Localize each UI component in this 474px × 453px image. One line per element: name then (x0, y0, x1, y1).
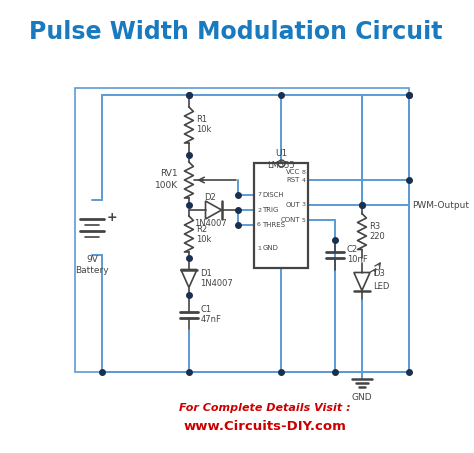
Text: 8: 8 (301, 169, 305, 174)
Text: CONT: CONT (281, 217, 300, 223)
Text: 47nF: 47nF (201, 315, 221, 324)
Text: www.Circuits-DIY.com: www.Circuits-DIY.com (184, 419, 346, 433)
Text: TRIG: TRIG (263, 207, 279, 213)
Text: For Complete Details Visit :: For Complete Details Visit : (179, 403, 351, 413)
Text: 4: 4 (301, 178, 305, 183)
Text: 1N4007: 1N4007 (201, 279, 233, 288)
Text: 5: 5 (301, 217, 305, 222)
Text: 3: 3 (301, 202, 305, 207)
Text: R3: R3 (369, 222, 380, 231)
Text: DISCH: DISCH (263, 192, 284, 198)
Text: 10k: 10k (196, 125, 211, 135)
Text: 100K: 100K (155, 180, 178, 189)
Text: LED: LED (373, 282, 389, 291)
Text: D1: D1 (201, 269, 212, 278)
Text: THRES: THRES (263, 222, 285, 228)
Text: RV1: RV1 (161, 169, 178, 178)
Text: 1: 1 (257, 246, 261, 251)
Text: +: + (107, 211, 117, 224)
Text: 9V
Battery: 9V Battery (75, 255, 109, 275)
Bar (255, 163, 308, 268)
Text: D3: D3 (373, 269, 384, 278)
Text: 7: 7 (257, 193, 261, 198)
Text: GND: GND (352, 393, 372, 402)
Text: D2: D2 (204, 193, 216, 202)
Text: R2: R2 (196, 225, 207, 233)
Text: 220: 220 (369, 232, 385, 241)
Text: C2: C2 (346, 246, 358, 255)
Text: 6: 6 (257, 222, 261, 227)
Text: U1: U1 (275, 149, 287, 158)
Text: GND: GND (263, 245, 278, 251)
Text: RST: RST (287, 177, 300, 183)
Bar (75, 88, 409, 372)
Text: 2: 2 (257, 207, 261, 212)
Text: 10k: 10k (196, 235, 211, 244)
Text: VCC: VCC (286, 169, 300, 175)
Text: Pulse Width Modulation Circuit: Pulse Width Modulation Circuit (29, 20, 442, 44)
Text: 1N4007: 1N4007 (193, 220, 227, 228)
Text: OUT: OUT (285, 202, 300, 208)
Text: R1: R1 (196, 116, 207, 125)
Text: 10nF: 10nF (346, 255, 367, 265)
Text: LM555: LM555 (267, 161, 295, 170)
Text: PWM-Output: PWM-Output (412, 201, 469, 209)
Text: C1: C1 (201, 305, 212, 314)
